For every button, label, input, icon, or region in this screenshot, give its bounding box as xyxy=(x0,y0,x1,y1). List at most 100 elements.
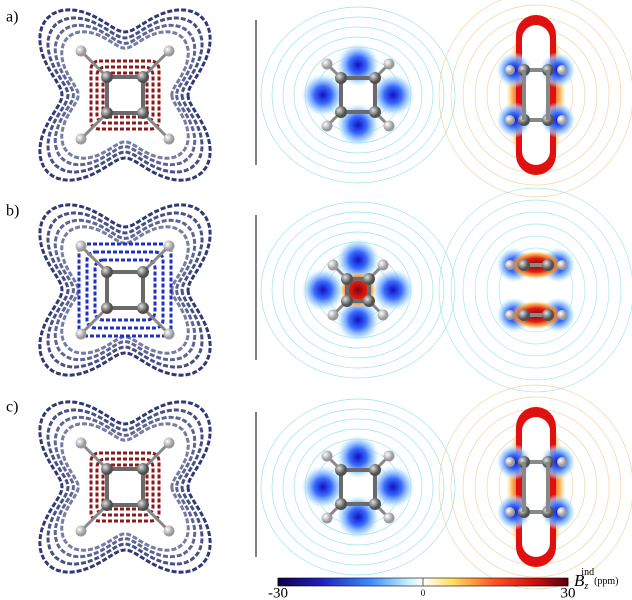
current-streamline xyxy=(40,205,210,375)
ring-interior xyxy=(522,25,550,165)
contour xyxy=(463,212,609,368)
carbon-atom xyxy=(518,259,530,271)
row xyxy=(40,385,632,589)
bond-ring xyxy=(107,77,143,113)
carbon-atom xyxy=(335,106,347,118)
carbon-atom xyxy=(341,273,353,285)
hydrogen-atom xyxy=(378,260,389,271)
hydrogen-atom xyxy=(557,310,567,320)
carbon-atom xyxy=(363,273,375,285)
hydrogen-atom xyxy=(505,260,515,270)
row xyxy=(40,188,632,392)
page: a) b) c) -30030 Bzind(ppm) (() => { cons… xyxy=(0,0,632,600)
hydrogen-atom xyxy=(557,507,567,517)
colorbar-tick-label: 0 xyxy=(421,588,426,598)
hydrogen-atom xyxy=(76,134,87,145)
hydrogen-atom xyxy=(505,507,515,517)
carbon-atom xyxy=(542,309,554,321)
bond-ring xyxy=(107,272,143,308)
hydrogen-atom xyxy=(384,121,395,132)
shielding-region xyxy=(371,268,415,312)
hydrogen-atom xyxy=(557,115,567,125)
hydrogen-atom xyxy=(384,451,395,462)
hydrogen-atom xyxy=(557,65,567,75)
current-streamline xyxy=(48,410,202,564)
hydrogen-atom xyxy=(378,310,389,321)
carbon-atom xyxy=(335,72,347,84)
carbon-atom xyxy=(137,463,149,475)
hydrogen-atom xyxy=(557,457,567,467)
hydrogen-atom xyxy=(557,260,567,270)
current-streamline xyxy=(40,10,210,180)
current-streamline xyxy=(55,25,195,165)
carbon-atom xyxy=(518,309,530,321)
shielding-region xyxy=(301,268,345,312)
carbon-atom xyxy=(363,295,375,307)
panel-label: b) xyxy=(6,203,19,220)
superscript: ind xyxy=(581,567,594,578)
current-streamline xyxy=(48,18,202,172)
bond-ring xyxy=(107,469,143,505)
contour xyxy=(261,399,455,575)
carbon-atom xyxy=(137,302,149,314)
carbon-atom xyxy=(369,498,381,510)
carbon-atom xyxy=(369,464,381,476)
panel-label: a) xyxy=(6,9,18,26)
hydrogen-atom xyxy=(76,526,87,537)
carbon-atom xyxy=(335,498,347,510)
unit: (ppm) xyxy=(594,576,618,587)
hydrogen-atom xyxy=(505,457,515,467)
carbon-atom xyxy=(335,464,347,476)
artwork xyxy=(40,0,632,589)
hydrogen-atom xyxy=(164,329,175,340)
colorbar-label: Bzind(ppm) xyxy=(574,567,619,592)
hydrogen-atom xyxy=(164,241,175,252)
carbon-atom xyxy=(101,71,113,83)
carbon-atom xyxy=(137,107,149,119)
figure: a) b) c) -30030 Bzind(ppm) xyxy=(0,0,632,600)
contour xyxy=(261,7,455,183)
ring-interior xyxy=(522,417,550,557)
hydrogen-atom xyxy=(328,260,339,271)
hydrogen-atom xyxy=(76,46,87,57)
contour xyxy=(475,224,597,356)
carbon-atom xyxy=(341,295,353,307)
hydrogen-atom xyxy=(164,46,175,57)
colorbar-tick-label: -30 xyxy=(268,585,288,600)
hydrogen-atom xyxy=(322,59,333,70)
hydrogen-atom xyxy=(505,310,515,320)
hydrogen-atom xyxy=(505,115,515,125)
carbon-atom xyxy=(101,499,113,511)
hydrogen-atom xyxy=(164,134,175,145)
current-streamline xyxy=(55,220,195,360)
hydrogen-atom xyxy=(322,451,333,462)
carbon-atom xyxy=(101,302,113,314)
hydrogen-atom xyxy=(322,121,333,132)
row xyxy=(40,0,632,197)
contour xyxy=(439,188,632,392)
carbon-atom xyxy=(101,107,113,119)
hydrogen-atom xyxy=(384,59,395,70)
hydrogen-atom xyxy=(164,438,175,449)
hydrogen-atom xyxy=(328,310,339,321)
hydrogen-atom xyxy=(76,241,87,252)
hydrogen-atom xyxy=(505,65,515,75)
hydrogen-atom xyxy=(322,513,333,524)
carbon-atom xyxy=(101,266,113,278)
hydrogen-atom xyxy=(164,526,175,537)
subscript: z xyxy=(583,581,588,592)
contour xyxy=(451,200,621,380)
current-streamline xyxy=(40,402,210,572)
carbon-atom xyxy=(137,266,149,278)
carbon-atom xyxy=(101,463,113,475)
carbon-atom xyxy=(369,72,381,84)
contour xyxy=(272,17,444,173)
carbon-atom xyxy=(542,259,554,271)
panel-label: c) xyxy=(6,399,18,416)
hydrogen-atom xyxy=(384,513,395,524)
carbon-atom xyxy=(137,499,149,511)
carbon-atom xyxy=(137,71,149,83)
hydrogen-atom xyxy=(76,329,87,340)
current-streamline xyxy=(55,417,195,557)
current-streamline xyxy=(48,213,202,367)
